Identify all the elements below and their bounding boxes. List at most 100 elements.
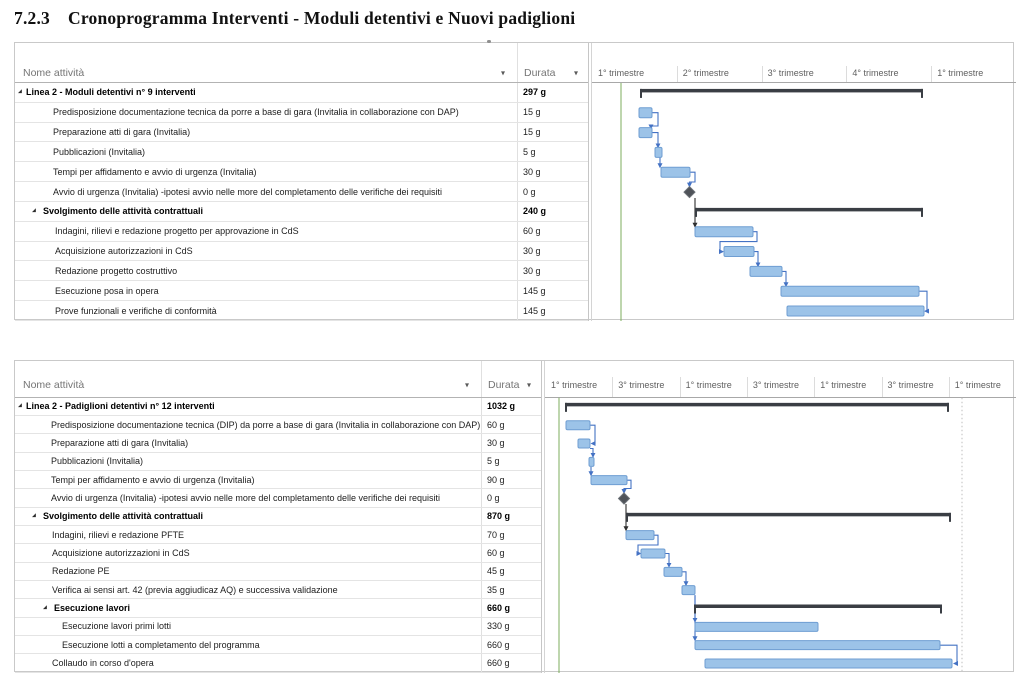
task-duration: 870 g (487, 511, 511, 522)
timescale-column-separator (881, 376, 883, 397)
gantt-task-bar (786, 305, 925, 317)
task-duration: 60 g (487, 419, 505, 430)
gantt-summary-bracket (565, 402, 949, 412)
gantt-task-bar (565, 420, 591, 431)
timescale-column-separator (676, 65, 678, 82)
outline-expand-icon: ◢ (43, 604, 47, 611)
task-name: Esecuzione posa in opera (55, 285, 159, 296)
filter-dropdown-icon: ▾ (465, 380, 470, 390)
task-duration: 5 g (487, 456, 500, 467)
timescale-label: 3° trimestre (618, 379, 665, 390)
gantt-chart-panel: 1° trimestre 3° trimestre 1° trimestre 3° t… (544, 361, 1016, 673)
task-duration: 45 g (487, 566, 505, 577)
task-name: Indagini, rilievi e redazione PFTE (52, 529, 185, 540)
filter-dropdown-icon: ▾ (527, 380, 532, 390)
table-row: Redazione PE 45 g (15, 563, 541, 581)
gantt-task-bar (704, 658, 953, 669)
timescale-column-separator (931, 65, 933, 82)
table-row: ◢ Linea 2 - Moduli detentivi n° 9 interve… (15, 83, 588, 103)
table-row: Verifica ai sensi art. 42 (previa aggiud… (15, 581, 541, 600)
task-duration: 70 g (487, 529, 505, 540)
table-row: Collaudo in corso d'opera 660 g (15, 654, 541, 673)
task-name: Preparazione atti di gara (Invitalia) (53, 127, 191, 138)
task-name: Linea 2 - Moduli detentivi n° 9 interven… (26, 87, 196, 98)
task-duration: 35 g (487, 584, 505, 595)
column-header-durata: Durata (524, 66, 556, 79)
gantt-milestone-diamond (617, 492, 631, 505)
task-name: Acquisizione autorizzazioni in CdS (52, 547, 190, 558)
timescale-column-separator (761, 65, 763, 82)
gantt-task-bar (577, 438, 591, 449)
outline-expand-icon: ◢ (32, 512, 36, 519)
task-name: Indagini, rilievi e redazione progetto p… (55, 226, 299, 237)
gantt-task-bar (723, 246, 755, 258)
task-duration: 15 g (523, 127, 541, 138)
filter-dropdown-icon: ▾ (574, 68, 579, 77)
section-title-text: Cronoprogramma Interventi - Moduli deten… (68, 8, 576, 28)
timescale-column-separator (846, 65, 848, 82)
timescale-column-separator (612, 376, 614, 397)
task-duration: 297 g (523, 87, 547, 98)
timescale-label: 3° trimestre (887, 379, 934, 390)
gantt-task-bar (654, 146, 663, 158)
timescale-header: 1° trimestre 2° trimestre 3° trimestre 4° t… (592, 63, 1016, 83)
table-row: Pubblicazioni (Invitalia) 5 g (15, 453, 541, 472)
table-row: Tempi per affidamento e avvio di urgenza… (15, 471, 541, 490)
task-name: Preparazione atti di gara (Invitalia) (51, 438, 189, 449)
task-name: Esecuzione lavori primi lotti (62, 621, 172, 632)
table-row: Redazione progetto costruttivo 30 g (15, 261, 588, 282)
gantt-task-bar (638, 107, 653, 119)
task-name: Verifica ai sensi art. 42 (previa aggiud… (52, 584, 338, 595)
table-row: Tempi per affidamento e avvio di urgenza… (15, 162, 588, 183)
table-row: Acquisizione autorizzazioni in CdS 30 g (15, 242, 588, 262)
link-connector (590, 447, 596, 458)
task-name: Avvio di urgenza (Invitalia) -ipotesi av… (51, 493, 441, 503)
task-name: Esecuzione lavori (54, 602, 131, 613)
outline-expand-icon: ◢ (32, 207, 36, 214)
gantt-summary-bracket (626, 512, 951, 522)
table-row: Indagini, rilievi e redazione progetto p… (15, 222, 588, 242)
link-connector (652, 132, 661, 149)
task-duration: 30 g (523, 265, 541, 276)
task-duration: 90 g (487, 474, 505, 485)
table-row: Pubblicazioni (Invitalia) 5 g (15, 142, 588, 163)
link-connector (590, 424, 596, 446)
task-name: Collaudo in corso d'opera (52, 657, 154, 668)
link-connector (687, 171, 696, 188)
table-row: Preparazione atti di gara (Invitalia) 15 … (15, 123, 588, 143)
link-connector (719, 231, 758, 255)
gantt-task-bar (663, 566, 683, 577)
timescale-column-separator (679, 376, 681, 397)
table-row: ◢ Esecuzione lavori 660 g (15, 599, 541, 618)
task-duration: 240 g (523, 206, 547, 217)
timescale-label: 1° trimestre (820, 379, 867, 390)
gantt-task-bar (780, 285, 920, 297)
task-duration: 330 g (487, 621, 510, 632)
table-header-row: Nome attività ▾ Durata ▾ (15, 373, 541, 398)
table-row: Esecuzione lotti a completamento del pro… (15, 636, 541, 655)
link-connector (665, 552, 672, 568)
gantt-summary-bracket (694, 604, 942, 614)
link-connector (782, 270, 789, 288)
link-connector (754, 251, 761, 268)
timescale-label: 2° trimestre (682, 67, 729, 78)
column-header-nome-attivita: Nome attività (23, 378, 85, 391)
table-row: Esecuzione lavori primi lotti 330 g (15, 618, 541, 636)
task-duration: 30 g (523, 246, 541, 257)
task-name: Predisposizione documentazione tecnica d… (53, 107, 459, 118)
gantt-task-bar (749, 265, 783, 277)
task-duration: 0 g (523, 186, 536, 197)
task-duration: 145 g (523, 285, 546, 296)
timescale-label: 1° trimestre (937, 67, 984, 78)
timescale-label: 3° trimestre (752, 379, 799, 390)
timescale-label: 1° trimestre (685, 379, 732, 390)
task-duration: 145 g (523, 305, 546, 316)
link-connector (636, 534, 659, 556)
task-duration: 30 g (523, 166, 541, 177)
gantt-task-bar (590, 475, 628, 486)
task-duration: 60 g (523, 226, 541, 237)
timescale-label: 1° trimestre (598, 67, 645, 78)
gantt-task-bar (625, 530, 655, 541)
task-duration: 660 g (487, 602, 511, 613)
gantt-screenshot-moduli: Nome attività ▾ Durata ▾ ◢ Linea 2 - Moduli d… (14, 42, 1016, 321)
